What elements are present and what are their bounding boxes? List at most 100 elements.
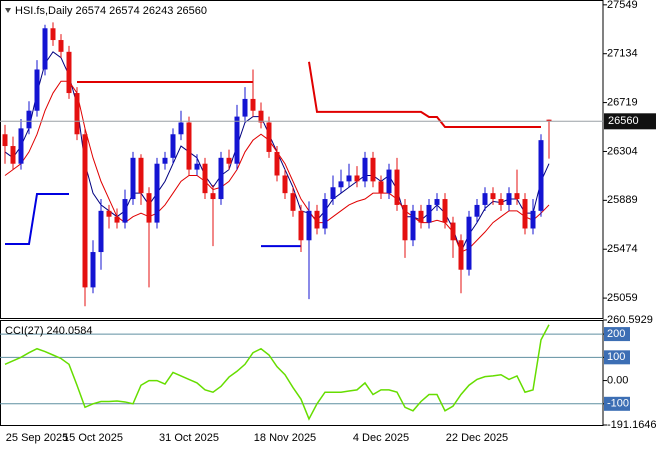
candle-body [66,51,72,94]
candle-body [114,216,120,223]
x-tick-label: 4 Dec 2025 [353,432,409,444]
candle-body [90,252,96,288]
candle-body [162,157,168,164]
indicator-line [5,192,69,246]
candle-body [26,110,32,129]
y-tick-label: 100 [607,351,625,363]
indicator-line [308,61,541,128]
candle-body [298,210,304,241]
candle-body [266,122,272,152]
candle-body [490,193,496,200]
candle-body [194,163,200,170]
candle-body [98,210,104,253]
candle-body [170,134,176,158]
candle-body [242,98,248,117]
candle-body [386,169,392,194]
cci-title: CCI(27) 240.0584 [5,325,92,337]
candle-body [2,134,8,147]
candle-body [362,157,368,182]
chart-title: HSI.fs,Daily 26574 26574 26243 26560 [15,5,207,17]
candle-body [178,122,184,135]
candle-body [34,69,40,111]
y-tick-box [604,350,630,365]
candle-body [354,175,360,182]
y-tick-label: 25059 [607,292,638,304]
y-tick-label: 25474 [607,243,638,255]
candle-body [306,210,312,241]
y-tick-label: 27549 [607,0,638,11]
x-tick-label: 15 Oct 2025 [63,432,123,444]
candle-body [458,240,464,270]
candle-body [322,199,328,229]
y-tick-label: 200 [607,328,625,340]
candle-body [378,181,384,194]
candle-body [210,193,216,200]
candle-body [418,210,424,223]
candle-body [370,157,376,182]
y-tick-label: -100 [607,398,629,410]
last-price-box [604,113,656,130]
candle-body [138,157,144,194]
candle-body [474,204,480,217]
candle-body [514,193,520,200]
y-tick-label: 27134 [607,48,638,60]
candle-body [106,210,112,217]
candle-body [130,157,136,200]
candle-body [538,140,544,211]
y-tick-label: 260.5929 [607,314,653,326]
candle-body [338,181,344,188]
title-icon [5,8,11,13]
candle-body [314,210,320,229]
candle-body [434,199,440,205]
y-tick-label: -191.1646 [607,419,657,431]
candle-body [154,163,160,223]
candle-body [146,193,152,223]
candle-body [530,210,536,229]
candle-body [202,163,208,194]
candle-body [218,157,224,200]
candle-body [506,193,512,205]
candle-body [258,110,264,123]
candle-body [402,204,408,241]
y-tick-box [604,396,630,411]
candle-body [282,175,288,194]
candle-body [482,193,488,205]
candle-body [330,187,336,200]
candle-body [522,199,528,229]
candle-body [250,98,256,111]
candle-body [226,157,232,164]
candle-body [498,199,504,205]
candle-body [58,40,64,52]
y-tick-box [604,327,630,342]
candle-body [450,222,456,241]
candle-body [50,28,56,41]
x-tick-label: 31 Oct 2025 [159,432,219,444]
candle-body [426,204,432,223]
candle-body [18,128,24,164]
candle-body [10,146,16,164]
candle-body [42,28,48,70]
plot-layer: 25059 25474 25889 26304 26719 27134 27549 26560… [0,0,657,444]
candle-body [234,116,240,164]
last-price-label: 26560 [608,115,639,127]
candle-body [274,151,280,176]
candle-body [410,210,416,241]
y-tick-label: 25889 [607,194,638,206]
x-tick-label: 18 Nov 2025 [254,432,316,444]
candle-body [122,199,128,223]
candle-body [466,216,472,270]
candle-body [82,134,88,288]
x-tick-label: 22 Dec 2025 [446,432,508,444]
candle-body [546,119,552,122]
cci-line [4,324,550,421]
candle-body [290,193,296,211]
y-tick-label: 26719 [607,96,638,108]
candle-body [346,175,352,182]
candle-body [442,199,448,223]
candle-body [74,93,80,135]
y-tick-label: 0.00 [607,374,628,386]
candle-body [186,122,192,170]
